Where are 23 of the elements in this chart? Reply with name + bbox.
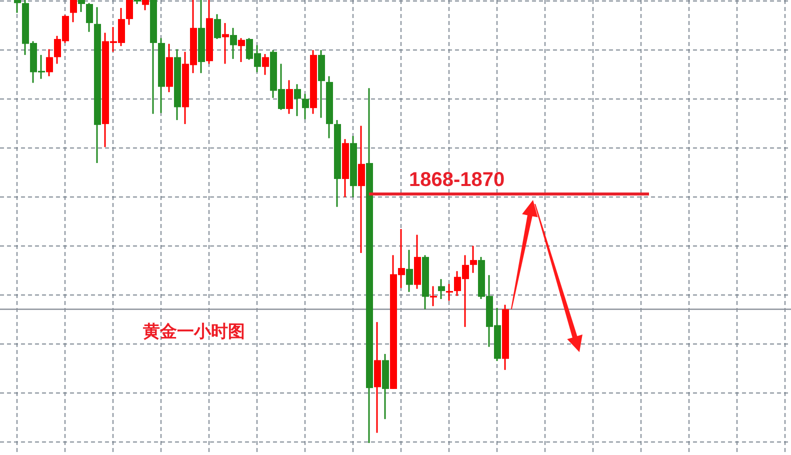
candlestick [86, 2, 93, 33]
candlestick [294, 83, 301, 117]
candlestick [230, 27, 237, 60]
candlestick [302, 93, 309, 120]
candlestick [222, 22, 229, 65]
candlestick [238, 37, 245, 63]
candlestick [430, 285, 437, 307]
candlestick [70, 0, 77, 23]
candlestick [438, 278, 445, 300]
candlestick [46, 48, 53, 77]
candlestick [14, 0, 21, 14]
text: 黄金一小时图 [142, 322, 245, 342]
candlestick [262, 53, 269, 76]
candlestick [470, 245, 477, 274]
candlestick [286, 79, 293, 115]
candlestick [78, 0, 85, 13]
candlestick [358, 125, 365, 254]
series-label: 1868-1870 [409, 169, 505, 192]
candlestick [142, 0, 149, 11]
candlestick [406, 249, 413, 293]
candlestick [446, 283, 453, 302]
candlestick [126, 0, 133, 26]
candlestick [214, 13, 221, 40]
